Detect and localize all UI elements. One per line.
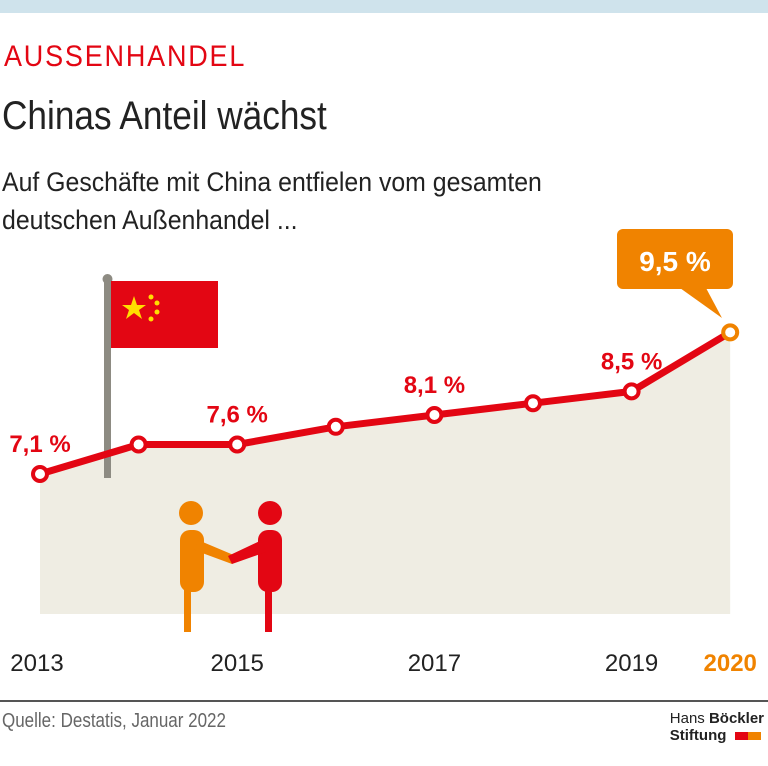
series-line [38, 329, 732, 478]
hans-boeckler-logo: Hans Böckler Stiftung [670, 710, 764, 744]
data-label-2020: 9,5 % [639, 246, 711, 277]
data-label-2013: 7,1 % [9, 431, 70, 458]
line-chart: 7,1 % 7,6 % 8,1 % 8,5 % 9,5 % 2013 2015 2017 2… [9, 229, 757, 677]
data-label-2015: 7,6 % [207, 402, 268, 429]
chart-title: Chinas Anteil wächst [2, 94, 327, 138]
data-point-2016 [326, 417, 345, 436]
logo-text: Böckler [708, 710, 764, 727]
x-tick-label-2013: 2013 [10, 650, 63, 677]
data-point-2017 [425, 406, 444, 424]
x-tick-label-2015: 2015 [211, 650, 264, 677]
data-point-2019 [622, 382, 641, 401]
x-tick-label-2020: 2020 [704, 650, 757, 677]
source-note: Quelle: Destatis, Januar 2022 [2, 710, 226, 732]
footer-divider [0, 700, 768, 702]
top-bar [0, 0, 768, 13]
logo-text: Hans [669, 710, 705, 727]
x-tick-label-2019: 2019 [605, 650, 658, 677]
x-tick-label-2017: 2017 [408, 650, 461, 677]
data-point-2013 [31, 465, 49, 483]
handshake-illustration [179, 501, 282, 632]
chart-subtitle: Auf Geschäfte mit China entfielen vom ge… [2, 167, 542, 235]
data-label-2019: 8,5 % [601, 348, 662, 375]
callout-9-5: 9,5 % [617, 229, 733, 318]
data-point-2020 [721, 323, 740, 342]
data-point-2015 [228, 435, 247, 454]
china-flag-illustration [102, 274, 218, 478]
logo-text: Stiftung [669, 727, 727, 744]
data-point-2014 [129, 435, 148, 454]
data-label-2017: 8,1 % [404, 372, 465, 399]
data-point-2018 [524, 394, 542, 413]
kicker: AUSSENHANDEL [4, 40, 247, 73]
